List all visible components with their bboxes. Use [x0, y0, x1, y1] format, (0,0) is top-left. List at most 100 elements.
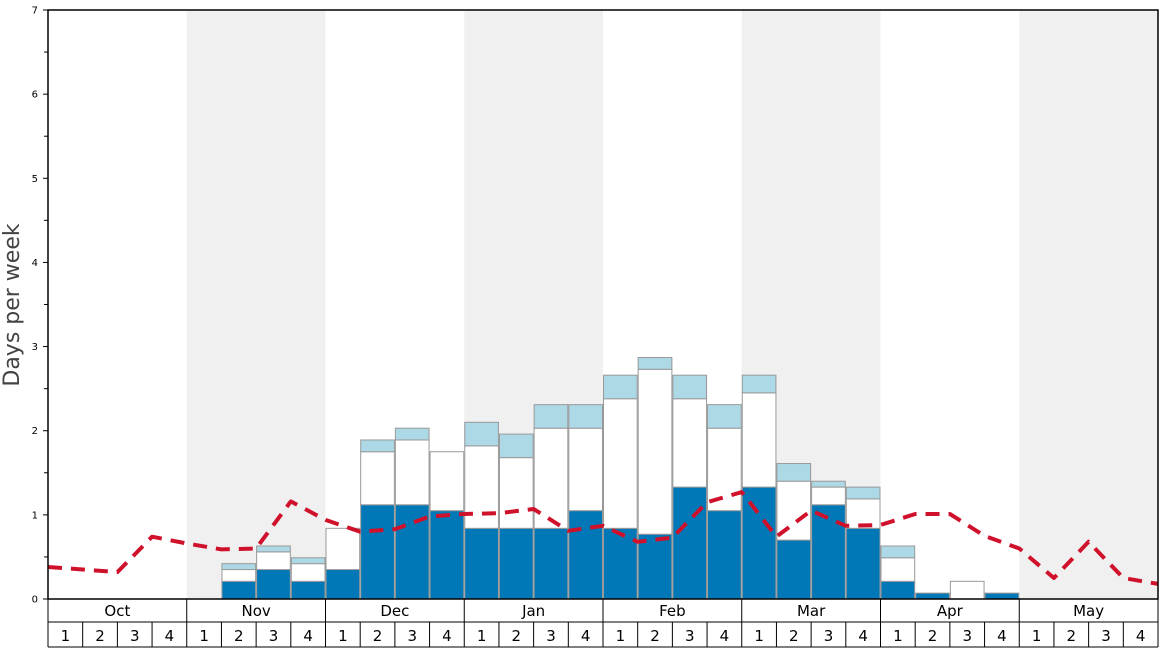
bar-dark-23 [845, 527, 881, 600]
bar-light-24 [880, 545, 916, 559]
bar-dark-14 [533, 527, 569, 600]
month-bands [186, 10, 1158, 599]
bar-white-12 [464, 445, 499, 529]
week-label-dec-2: 2 [373, 627, 383, 645]
bar-white-26 [949, 580, 985, 600]
bar-white-17 [637, 368, 673, 535]
y-tick-label-7: 7 [32, 6, 38, 17]
bar-white-11 [429, 451, 465, 512]
y-tick-label-4: 4 [32, 258, 38, 269]
bar-light-17 [637, 357, 673, 370]
bar-light-13 [498, 433, 534, 459]
bar-light-9 [360, 439, 395, 453]
bar-dark-20 [741, 486, 777, 600]
month-label-apr: Apr [937, 602, 964, 620]
x-axis: Oct 1 2 3 4 Nov 1 2 3 4 Dec 1 2 3 4 Jan 1 2 3 4 Feb 1 2 3 4 Mar 1 2… [47, 599, 1159, 648]
bar-white-24 [880, 557, 916, 582]
bar-light-14 [533, 404, 569, 429]
week-label-jan-1: 1 [477, 627, 487, 645]
bar-dark-18 [672, 486, 708, 600]
bars [221, 357, 1020, 600]
week-label-may-3: 3 [1101, 627, 1111, 645]
month-label-nov: Nov [241, 602, 270, 620]
bar-light-7 [290, 557, 326, 565]
bar-white-15 [568, 427, 603, 512]
trend-line [47, 490, 1159, 586]
trend-line-group [47, 490, 1159, 586]
bar-white-5 [221, 569, 257, 582]
y-tick-label-5: 5 [32, 174, 38, 185]
bar-white-10 [394, 439, 430, 506]
bar-light-5 [221, 563, 257, 571]
week-label-may-2: 2 [1067, 627, 1077, 645]
bar-dark-7 [290, 580, 326, 600]
bar-white-16 [603, 398, 638, 529]
bar-dark-15 [568, 510, 603, 600]
bar-light-23 [845, 486, 881, 500]
week-label-apr-3: 3 [962, 627, 972, 645]
bar-dark-19 [707, 510, 742, 600]
bar-dark-16 [603, 527, 638, 600]
bar-dark-21 [776, 539, 812, 600]
bar-light-19 [707, 404, 742, 429]
bar-white-6 [256, 551, 291, 571]
bar-dark-12 [464, 527, 499, 600]
week-label-mar-1: 1 [754, 627, 764, 645]
month-label-may: May [1073, 602, 1104, 620]
week-label-oct-3: 3 [130, 627, 140, 645]
bar-dark-24 [880, 580, 916, 600]
bar-light-16 [603, 374, 638, 400]
bar-light-20 [741, 374, 777, 394]
week-label-jan-4: 4 [581, 627, 591, 645]
bar-light-22 [811, 480, 846, 488]
bar-dark-13 [498, 527, 534, 600]
bar-light-6 [256, 545, 291, 553]
bar-light-12 [464, 421, 499, 447]
bar-dark-6 [256, 569, 291, 600]
bar-dark-9 [360, 504, 395, 600]
week-label-may-1: 1 [1032, 627, 1042, 645]
week-label-may-4: 4 [1136, 627, 1146, 645]
week-label-oct-4: 4 [165, 627, 175, 645]
month-band-may [1019, 10, 1158, 599]
week-label-dec-1: 1 [338, 627, 348, 645]
y-tick-label-1: 1 [32, 510, 38, 521]
week-label-nov-4: 4 [303, 627, 313, 645]
bar-dark-22 [811, 504, 846, 600]
month-label-feb: Feb [659, 602, 686, 620]
week-label-nov-3: 3 [269, 627, 279, 645]
week-label-feb-4: 4 [720, 627, 730, 645]
month-label-jan: Jan [521, 602, 545, 620]
month-band-nov [186, 10, 326, 599]
week-label-nov-2: 2 [234, 627, 244, 645]
month-label-mar: Mar [797, 602, 826, 620]
y-axis: 0 1 2 3 4 5 6 7 [32, 6, 48, 606]
bar-light-18 [672, 374, 708, 400]
y-tick-label-0: 0 [32, 595, 38, 606]
week-label-oct-1: 1 [61, 627, 71, 645]
bar-dark-11 [429, 510, 465, 600]
week-label-nov-1: 1 [199, 627, 209, 645]
bar-light-21 [776, 463, 812, 482]
bar-white-7 [290, 563, 326, 582]
week-label-oct-2: 2 [95, 627, 105, 645]
week-label-dec-4: 4 [442, 627, 452, 645]
bar-dark-5 [221, 580, 257, 600]
bar-dark-17 [637, 533, 673, 600]
bar-dark-27 [984, 592, 1020, 600]
y-tick-label-2: 2 [32, 426, 38, 437]
week-label-mar-3: 3 [824, 627, 834, 645]
week-label-feb-2: 2 [650, 627, 660, 645]
week-label-jan-3: 3 [546, 627, 556, 645]
bar-dark-8 [325, 569, 361, 600]
month-label-oct: Oct [104, 602, 130, 620]
bar-dark-25 [915, 592, 950, 600]
week-label-feb-3: 3 [685, 627, 695, 645]
week-label-feb-1: 1 [616, 627, 626, 645]
bar-light-15 [568, 404, 603, 429]
month-label-dec: Dec [380, 602, 409, 620]
y-axis-label: Days per week [0, 223, 25, 386]
week-label-apr-4: 4 [997, 627, 1007, 645]
